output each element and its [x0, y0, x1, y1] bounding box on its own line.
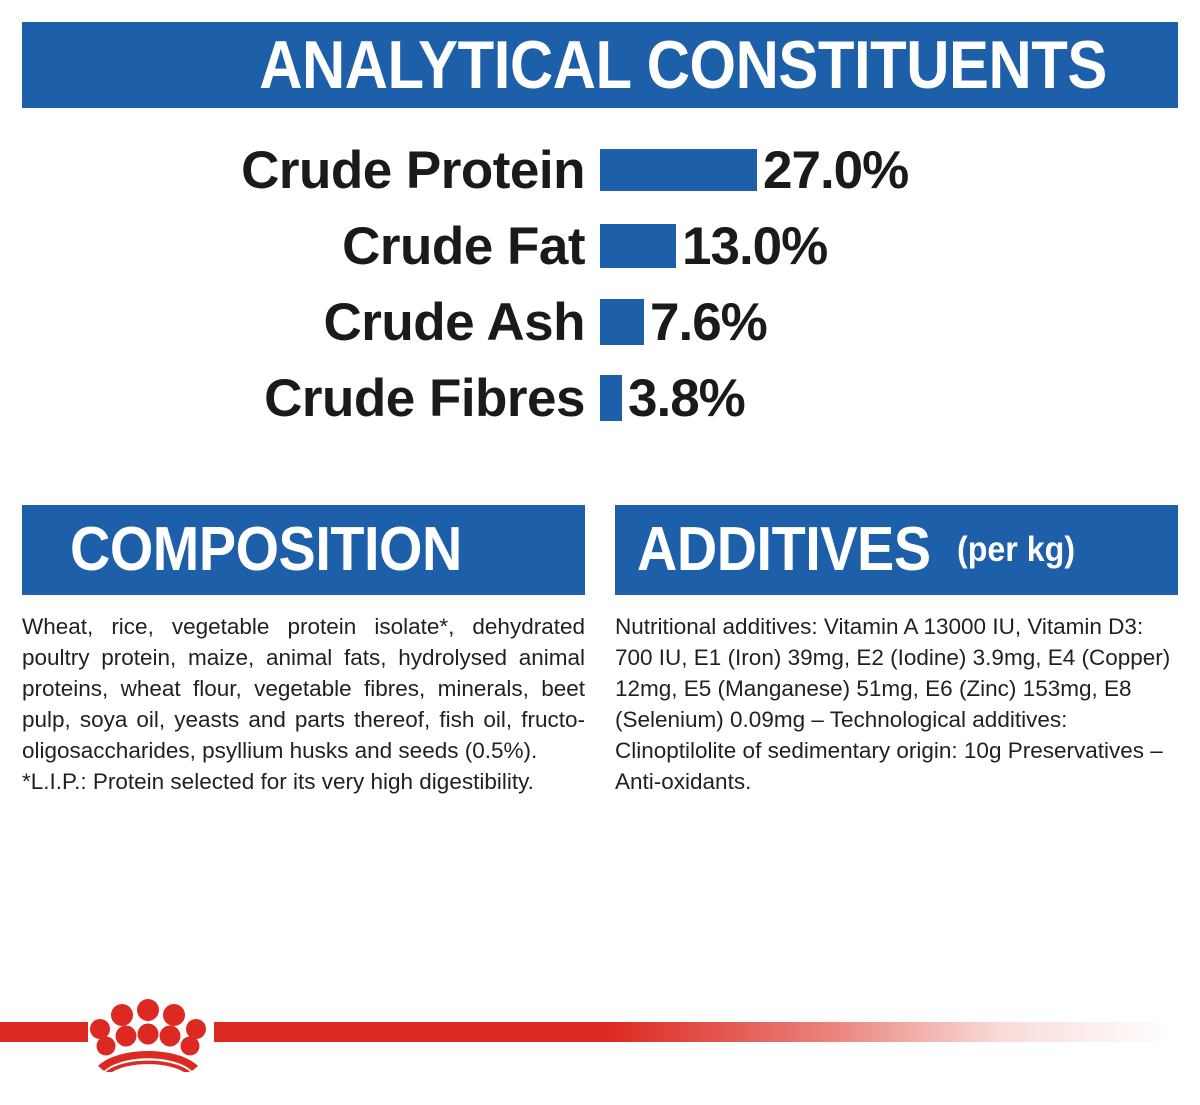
constituent-row: Crude Protein 27.0% — [0, 132, 1200, 208]
constituent-value: 13.0% — [682, 216, 828, 276]
constituent-bar — [600, 299, 644, 345]
constituent-value: 3.8% — [628, 368, 746, 428]
constituent-bar — [600, 149, 757, 191]
constituent-bar — [600, 224, 676, 268]
additives-title: ADDITIVES — [637, 515, 931, 584]
constituent-label: Crude Fibres — [264, 368, 585, 428]
royal-canin-crown-logo — [90, 999, 206, 1072]
additives-body: Nutritional additives: Vitamin A 13000 I… — [615, 611, 1178, 797]
constituent-value: 27.0% — [763, 140, 909, 200]
composition-body: Wheat, rice, vegetable protein isolate*,… — [22, 611, 585, 797]
constituent-bar — [600, 375, 622, 421]
constituent-label: Crude Fat — [342, 216, 585, 276]
constituent-label: Crude Ash — [323, 292, 585, 352]
composition-footnote: *L.I.P.: Protein selected for its very h… — [22, 769, 534, 794]
composition-title: COMPOSITION — [70, 515, 462, 584]
constituent-row: Crude Fat 13.0% — [0, 208, 1200, 284]
constituent-row: Crude Ash 7.6% — [0, 284, 1200, 360]
constituent-value: 7.6% — [650, 292, 768, 352]
constituent-row: Crude Fibres 3.8% — [0, 360, 1200, 436]
footer-rule-left — [0, 1022, 88, 1042]
analytical-constituents-chart: Crude Protein 27.0% Crude Fat 13.0% Crude As… — [0, 132, 1200, 436]
composition-text: Wheat, rice, vegetable protein isolate*,… — [22, 614, 585, 763]
page-title: ANALYTICAL CONSTITUENTS — [259, 27, 1107, 103]
composition-header: COMPOSITION — [22, 505, 585, 595]
analytical-constituents-header: ANALYTICAL CONSTITUENTS — [22, 22, 1178, 108]
additives-text: Nutritional additives: Vitamin A 13000 I… — [615, 614, 1171, 794]
footer-rule-right — [214, 1022, 1200, 1042]
additives-title-suffix: (per kg) — [957, 529, 1076, 569]
additives-header: ADDITIVES (per kg) — [615, 505, 1178, 595]
constituent-label: Crude Protein — [241, 140, 585, 200]
